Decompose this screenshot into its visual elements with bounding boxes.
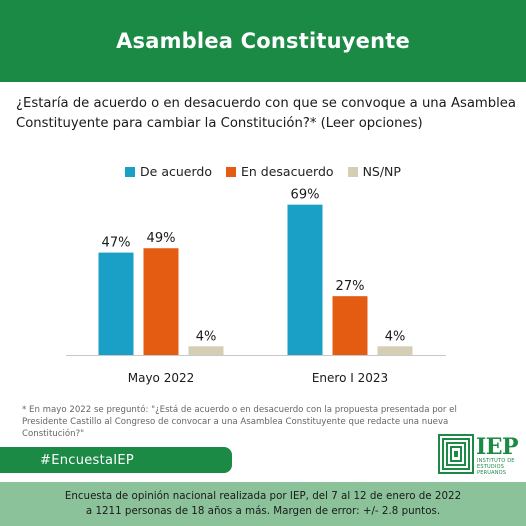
footnote: * En mayo 2022 se preguntó: "¿Está de ac…: [22, 405, 457, 439]
bar-en-desacuerdo: [332, 296, 368, 355]
header-banner: Asamblea Constituyente: [0, 0, 526, 82]
data-label: 47%: [102, 236, 131, 251]
legend-item-de-acuerdo: De acuerdo: [125, 164, 212, 179]
legend-swatch: [125, 166, 136, 177]
bar-ns-np: [377, 346, 413, 355]
data-label: 4%: [196, 329, 217, 344]
survey-question: ¿Estaría de acuerdo o en desacuerdo con …: [16, 96, 516, 131]
iep-logo: IEP INSTITUTO DE ESTUDIOS PERUANOS: [438, 432, 524, 480]
legend-item-en-desacuerdo: En desacuerdo: [225, 164, 334, 179]
legend-label: NS/NP: [362, 164, 401, 179]
footer-banner: Encuesta de opinión nacional realizada p…: [0, 482, 526, 526]
legend-swatch: [347, 166, 358, 177]
legend-swatch: [225, 166, 236, 177]
legend-label: De acuerdo: [140, 164, 212, 179]
hashtag-text: #EncuestaIEP: [40, 452, 135, 468]
logo-subtitle: INSTITUTO DE ESTUDIOS PERUANOS: [477, 458, 515, 476]
bar-en-desacuerdo: [143, 248, 179, 355]
hashtag-banner: #EncuestaIEP: [0, 447, 232, 473]
category-label: Mayo 2022: [128, 371, 195, 385]
category-label: Enero I 2023: [312, 371, 388, 385]
page-title: Asamblea Constituyente: [116, 29, 410, 53]
bar-de-acuerdo: [287, 204, 323, 355]
bar-chart: 47% 49% 4% Mayo 2022 69% 27% 4% Enero I 2023: [66, 188, 446, 385]
iep-maze-logo-icon: [438, 434, 474, 474]
data-label: 27%: [336, 279, 365, 294]
data-label: 49%: [147, 231, 176, 246]
data-label: 4%: [385, 329, 406, 344]
footer-line-2: a 1211 personas de 18 años a más. Margen…: [85, 505, 441, 517]
legend-item-ns-np: NS/NP: [347, 164, 401, 179]
bar-de-acuerdo: [98, 252, 134, 355]
logo-text: IEP: [476, 434, 519, 460]
footer-line-1: Encuesta de opinión nacional realizada p…: [64, 490, 462, 502]
data-label: 69%: [291, 188, 320, 203]
bar-ns-np: [188, 346, 224, 355]
legend-label: En desacuerdo: [240, 164, 334, 179]
chart-legend: De acuerdo En desacuerdo NS/NP: [0, 164, 526, 179]
